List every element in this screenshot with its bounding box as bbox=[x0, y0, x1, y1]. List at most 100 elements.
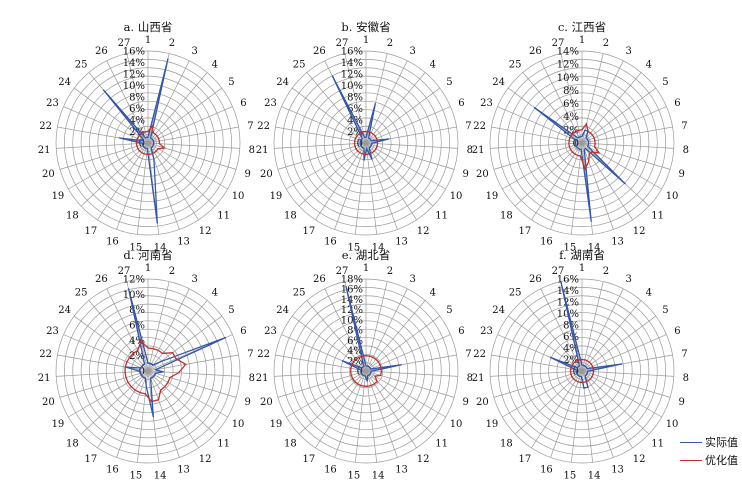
category-label: 7 bbox=[465, 121, 471, 132]
data-point-optimized bbox=[136, 140, 138, 142]
category-label: 12 bbox=[633, 454, 646, 465]
data-point-actual bbox=[585, 366, 588, 369]
legend-item-optimized: 优化值 bbox=[680, 451, 742, 469]
data-point-optimized bbox=[370, 384, 372, 387]
data-point-optimized bbox=[377, 361, 379, 363]
data-point-actual bbox=[576, 366, 579, 369]
chart-title: b. 安徽省 bbox=[341, 20, 390, 34]
category-label: 13 bbox=[395, 465, 408, 476]
category-label: 14 bbox=[588, 470, 601, 481]
data-point-optimized bbox=[568, 146, 571, 148]
tick-label: 2% bbox=[563, 355, 579, 366]
data-point-actual bbox=[140, 374, 143, 376]
category-label: 19 bbox=[270, 419, 283, 430]
category-label: 9 bbox=[678, 397, 684, 408]
category-label: 17 bbox=[302, 454, 315, 465]
category-label: 4 bbox=[646, 59, 652, 70]
chart-title: d. 河南省 bbox=[123, 248, 172, 262]
grid-spoke bbox=[581, 334, 667, 372]
data-point-optimized bbox=[352, 378, 354, 380]
grid-spoke bbox=[581, 370, 662, 418]
data-point-optimized bbox=[136, 145, 138, 147]
data-point-optimized bbox=[163, 147, 166, 149]
data-point-actual bbox=[167, 58, 169, 60]
category-label: 26 bbox=[313, 46, 326, 57]
data-point-optimized bbox=[591, 365, 594, 368]
grid-spoke bbox=[581, 300, 642, 372]
data-point-optimized bbox=[124, 366, 127, 368]
category-label: 9 bbox=[462, 169, 468, 180]
category-label: 17 bbox=[518, 226, 531, 237]
data-point-actual bbox=[574, 142, 577, 145]
tick-label: 2% bbox=[563, 125, 579, 136]
grid-spoke bbox=[491, 354, 583, 372]
category-label: 24 bbox=[492, 305, 505, 316]
data-point-optimized bbox=[590, 151, 593, 153]
data-point-optimized bbox=[373, 150, 376, 152]
grid-spoke bbox=[88, 300, 149, 372]
category-label: 25 bbox=[75, 59, 88, 70]
grid-spoke bbox=[286, 370, 367, 418]
data-point-actual bbox=[153, 158, 155, 160]
data-point-actual bbox=[583, 148, 585, 150]
data-point-actual bbox=[360, 145, 362, 147]
category-label: 8 bbox=[683, 145, 689, 156]
category-label: 12 bbox=[199, 226, 212, 237]
category-label: 21 bbox=[38, 145, 51, 156]
category-label: 18 bbox=[66, 210, 79, 221]
data-point-actual bbox=[371, 158, 373, 160]
data-point-actual bbox=[359, 141, 361, 143]
category-label: 13 bbox=[177, 237, 190, 248]
grid-spoke bbox=[365, 106, 451, 144]
data-point-optimized bbox=[171, 352, 174, 354]
data-point-optimized bbox=[369, 153, 371, 155]
data-point-optimized bbox=[576, 360, 578, 362]
data-point-actual bbox=[149, 362, 151, 365]
data-point-actual bbox=[152, 416, 154, 418]
category-label: 25 bbox=[509, 59, 522, 70]
category-label: 16 bbox=[540, 465, 553, 476]
data-point-optimized bbox=[568, 140, 570, 142]
category-label: 20 bbox=[42, 169, 55, 180]
grid-spoke bbox=[581, 370, 671, 398]
series-line-actual bbox=[534, 107, 626, 222]
grid-spoke bbox=[581, 370, 633, 449]
data-point-actual bbox=[102, 89, 105, 91]
category-label: 24 bbox=[492, 77, 505, 88]
data-point-actual bbox=[374, 103, 376, 105]
data-point-optimized bbox=[125, 376, 127, 379]
tick-label: 14% bbox=[123, 58, 145, 69]
data-point-optimized bbox=[588, 361, 591, 363]
category-label: 13 bbox=[611, 465, 624, 476]
data-point-actual bbox=[147, 362, 149, 364]
grid-spoke bbox=[502, 142, 583, 190]
category-label: 1 bbox=[363, 35, 369, 46]
data-point-optimized bbox=[594, 143, 596, 145]
grid-spoke bbox=[147, 370, 237, 398]
data-point-optimized bbox=[177, 372, 180, 374]
category-label: 8 bbox=[467, 145, 473, 156]
category-label: 17 bbox=[302, 226, 315, 237]
category-label: 12 bbox=[633, 226, 646, 237]
category-label: 5 bbox=[228, 305, 234, 316]
category-label: 25 bbox=[509, 287, 522, 298]
grid-spoke bbox=[291, 87, 367, 144]
data-point-optimized bbox=[360, 132, 362, 134]
data-point-actual bbox=[153, 142, 155, 144]
category-label: 12 bbox=[199, 454, 212, 465]
data-point-optimized bbox=[354, 140, 356, 142]
data-point-actual bbox=[360, 369, 362, 371]
category-label: 26 bbox=[95, 274, 108, 285]
grid-spoke bbox=[56, 142, 149, 149]
data-point-optimized bbox=[147, 347, 149, 349]
data-point-actual bbox=[142, 364, 144, 366]
data-point-actual bbox=[585, 137, 587, 139]
category-label: 11 bbox=[217, 210, 230, 221]
data-point-optimized bbox=[358, 356, 360, 358]
data-point-optimized bbox=[185, 363, 187, 365]
data-point-optimized bbox=[376, 140, 378, 142]
data-point-optimized bbox=[572, 132, 575, 134]
data-point-actual bbox=[360, 138, 363, 141]
data-point-actual bbox=[370, 140, 372, 142]
